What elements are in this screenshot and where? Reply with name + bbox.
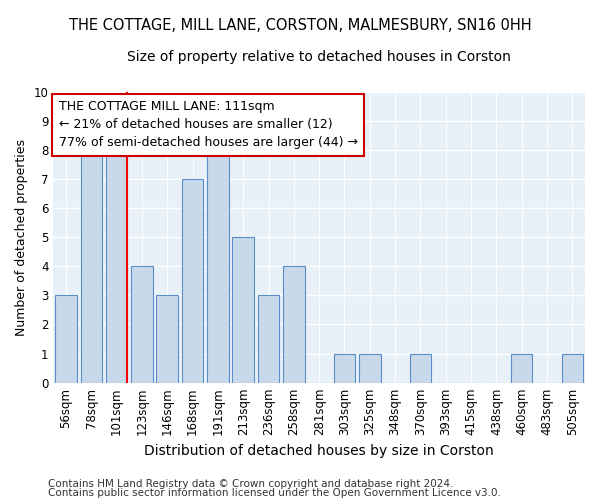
X-axis label: Distribution of detached houses by size in Corston: Distribution of detached houses by size … [144,444,494,458]
Bar [511,354,532,382]
Bar [55,296,77,382]
Bar [334,354,355,382]
Bar [283,266,305,382]
Bar [157,296,178,382]
Bar [106,150,127,382]
Title: Size of property relative to detached houses in Corston: Size of property relative to detached ho… [127,50,511,64]
Bar [410,354,431,382]
Bar [207,150,229,382]
Bar [80,150,102,382]
Bar [182,179,203,382]
Text: Contains public sector information licensed under the Open Government Licence v3: Contains public sector information licen… [48,488,501,498]
Bar [359,354,380,382]
Bar [232,237,254,382]
Bar [562,354,583,382]
Bar [131,266,152,382]
Text: THE COTTAGE MILL LANE: 111sqm
← 21% of detached houses are smaller (12)
77% of s: THE COTTAGE MILL LANE: 111sqm ← 21% of d… [59,100,358,150]
Text: THE COTTAGE, MILL LANE, CORSTON, MALMESBURY, SN16 0HH: THE COTTAGE, MILL LANE, CORSTON, MALMESB… [68,18,532,32]
Y-axis label: Number of detached properties: Number of detached properties [15,138,28,336]
Bar [258,296,279,382]
Text: Contains HM Land Registry data © Crown copyright and database right 2024.: Contains HM Land Registry data © Crown c… [48,479,454,489]
